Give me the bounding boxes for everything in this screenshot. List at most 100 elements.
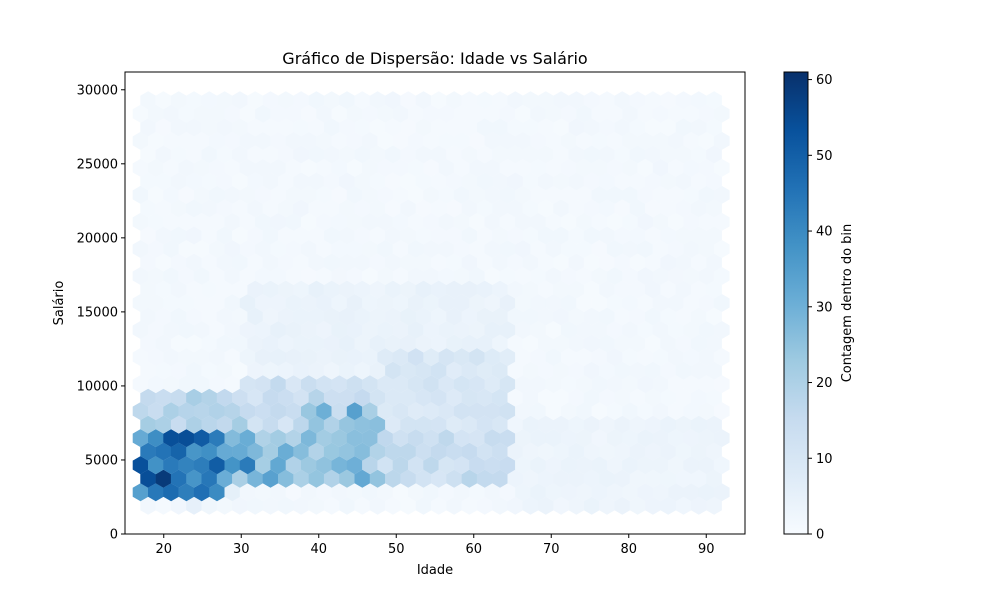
hexbin-cell (232, 91, 248, 110)
hexbin-cell (346, 321, 363, 339)
hexbin-cell (301, 429, 317, 448)
hexbin-cell (668, 402, 684, 421)
hexbin-cell (438, 321, 455, 339)
hexbin-cell (553, 469, 569, 488)
hexbin-cell (645, 307, 661, 326)
hexbin-cell (201, 415, 218, 434)
hexbin-cell (262, 469, 279, 488)
hexbin-cell (392, 131, 409, 150)
hexbin-cell (622, 348, 638, 367)
hexbin-cell (476, 145, 493, 164)
hexbin-cell (438, 456, 455, 475)
hexbin-cell (614, 280, 631, 299)
hexbin-cell (301, 321, 317, 339)
hexbin-cell (148, 158, 164, 177)
hexbin-cell (499, 158, 516, 177)
hexbin-cell (301, 212, 317, 231)
hexbin-cell (515, 240, 531, 258)
hexbin-cell (201, 253, 218, 272)
hexbin-cell (568, 334, 585, 353)
hexbin-cell (408, 483, 424, 502)
hexbin-cell (492, 226, 508, 245)
hexbin-cell (132, 348, 149, 367)
hexbin-cell (530, 267, 546, 285)
hexbin-cell (346, 185, 363, 204)
hexbin-cell (553, 361, 569, 380)
hexbin-cell (331, 240, 348, 258)
hexbin-cell (155, 442, 172, 461)
hexbin-cell (239, 321, 256, 339)
hexbin-cell (293, 253, 309, 272)
hexbin-cell (568, 199, 585, 218)
hexbin-cell (698, 375, 715, 394)
hexbin-cell (423, 104, 439, 123)
hexbin-cell (629, 334, 646, 353)
hexbin-cell (492, 199, 508, 218)
hexbin-cell (377, 321, 393, 339)
hexbin-cell (415, 172, 432, 191)
hexbin-cell (308, 172, 325, 191)
hexbin-cell (316, 483, 332, 502)
hexbin-cell (308, 334, 325, 353)
hexbin-cell (278, 199, 294, 218)
hexbin-cell (331, 104, 348, 123)
hexbin-cell (652, 429, 669, 448)
hexbin-cell (255, 240, 271, 258)
hexbin-cell (193, 483, 210, 502)
hexbin-cell (132, 402, 149, 421)
hexbin-cell (599, 307, 615, 326)
hexbin-cell (239, 240, 256, 258)
hexbin-cell (576, 456, 592, 475)
hexbin-cell (346, 294, 363, 312)
x-tick-label: 30 (233, 542, 250, 557)
hexbin-cell (706, 442, 722, 461)
hexbin-cell (629, 91, 646, 110)
hexbin-cell (469, 158, 485, 177)
hexbin-cell (668, 483, 684, 502)
hexbin-cell (262, 226, 279, 245)
hexbin-cell (492, 442, 508, 461)
hexbin-cell (637, 267, 654, 285)
hexbin-cell (622, 185, 638, 204)
hexbin-cell (247, 469, 263, 488)
hexbin-cell (392, 104, 409, 123)
hexbin-cell (431, 442, 447, 461)
hexbin-cell (392, 429, 409, 448)
hexbin-cell (453, 158, 470, 177)
hexbin-cell (132, 375, 149, 394)
hexbin-cell (323, 253, 340, 272)
hexbin-cell (247, 307, 263, 326)
hexbin-cell (415, 469, 432, 488)
hexbin-cell (591, 483, 608, 502)
hexbin-cell (522, 442, 539, 461)
hexbin-cell (492, 334, 508, 353)
hexbin-cell (339, 145, 355, 164)
hexbin-cell (691, 388, 707, 407)
hexbin-cell (606, 375, 623, 394)
hexbin-cell (668, 375, 684, 394)
hexbin-cell (415, 361, 432, 380)
hexbin-cell (538, 199, 554, 218)
hexbin-cell (606, 158, 623, 177)
hexbin-cell (583, 172, 600, 191)
hexbin-cell (232, 145, 248, 164)
hexbin-cell (691, 226, 707, 245)
hexbin-cell (278, 118, 294, 137)
hexbin-cell (606, 402, 623, 421)
hexbin-cell (216, 253, 233, 272)
hexbin-cell (239, 456, 256, 475)
hexbin-cell (530, 375, 546, 394)
hexbin-cell (408, 402, 424, 421)
hexbin-cell (132, 240, 149, 258)
hexbin-cell (691, 199, 707, 218)
hexbin-cell (492, 118, 508, 137)
hexbin-cell (438, 294, 455, 312)
hexbin-cell (331, 185, 348, 204)
hexbin-cell (178, 240, 195, 258)
hexbin-cell (499, 375, 516, 394)
hexbin-cell (316, 104, 332, 123)
x-tick-label: 40 (310, 542, 327, 557)
hexbin-cell (216, 145, 233, 164)
hexbin-cell (713, 375, 730, 394)
hexbin-cell (507, 361, 524, 380)
